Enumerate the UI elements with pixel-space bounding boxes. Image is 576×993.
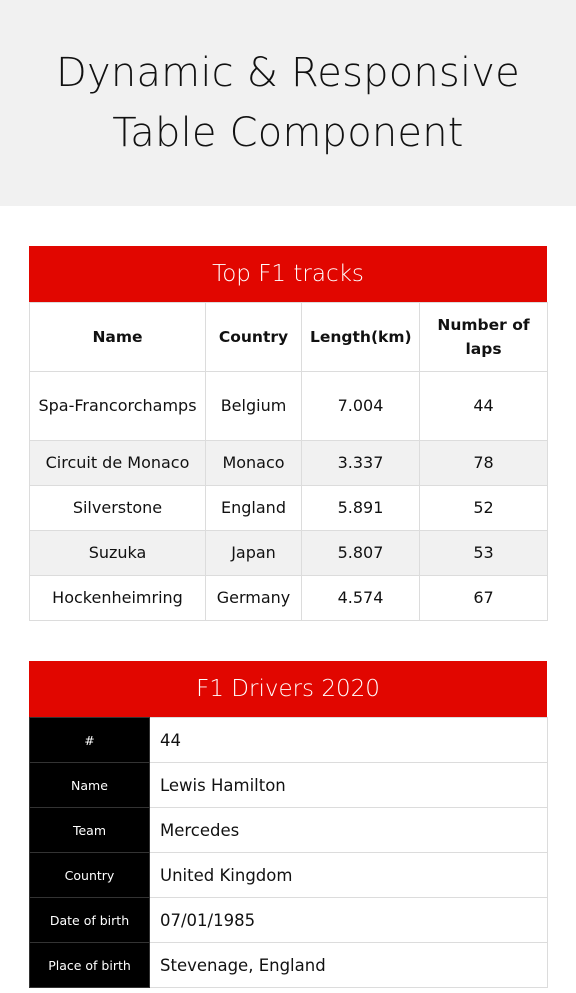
row-value-number: 44	[149, 717, 548, 763]
cell-laps: 53	[419, 530, 548, 576]
row-label-country: Country	[29, 852, 150, 898]
row-value-team: Mercedes	[149, 807, 548, 853]
table-row: Place of birth Stevenage, England	[29, 942, 548, 988]
cell-country: England	[205, 485, 302, 531]
page-title-line-2: Table Component	[112, 110, 464, 156]
cell-laps: 52	[419, 485, 548, 531]
table-row: Name Lewis Hamilton	[29, 762, 548, 808]
table-row: Circuit de Monaco Monaco 3.337 78	[29, 440, 548, 486]
cell-track-name: Spa-Francorchamps	[29, 371, 206, 441]
row-value-place-of-birth: Stevenage, England	[149, 942, 548, 988]
tracks-table-card: Top F1 tracks Name Country Length(km) Nu…	[29, 246, 548, 621]
drivers-table-caption: F1 Drivers 2020	[29, 661, 547, 717]
tracks-header-row: Name Country Length(km) Number of laps	[29, 302, 548, 372]
column-header-laps: Number of laps	[419, 302, 548, 372]
page-header: Dynamic & Responsive Table Component	[0, 0, 576, 206]
cell-laps: 78	[419, 440, 548, 486]
column-header-country: Country	[205, 302, 302, 372]
row-value-country: United Kingdom	[149, 852, 548, 898]
column-header-length: Length(km)	[301, 302, 420, 372]
table-row: Spa-Francorchamps Belgium 7.004 44	[29, 371, 548, 441]
row-value-name: Lewis Hamilton	[149, 762, 548, 808]
table-row: Silverstone England 5.891 52	[29, 485, 548, 531]
cell-track-name: Silverstone	[29, 485, 206, 531]
tracks-table: Name Country Length(km) Number of laps S…	[29, 302, 548, 621]
cell-country: Germany	[205, 575, 302, 621]
drivers-table: # 44 Name Lewis Hamilton Team Mercedes C…	[29, 717, 548, 988]
cell-country: Belgium	[205, 371, 302, 441]
row-label-date-of-birth: Date of birth	[29, 897, 150, 943]
page-title: Dynamic & Responsive Table Component	[16, 43, 560, 163]
cell-laps: 44	[419, 371, 548, 441]
cell-length: 4.574	[301, 575, 420, 621]
cell-track-name: Circuit de Monaco	[29, 440, 206, 486]
cell-track-name: Hockenheimring	[29, 575, 206, 621]
table-row: Suzuka Japan 5.807 53	[29, 530, 548, 576]
table-row: # 44	[29, 717, 548, 763]
row-label-number: #	[29, 717, 150, 763]
cell-length: 7.004	[301, 371, 420, 441]
drivers-table-card: F1 Drivers 2020 # 44 Name Lewis Hamilton…	[29, 661, 548, 988]
row-value-date-of-birth: 07/01/1985	[149, 897, 548, 943]
column-header-name: Name	[29, 302, 206, 372]
table-row: Date of birth 07/01/1985	[29, 897, 548, 943]
cell-laps: 67	[419, 575, 548, 621]
cell-length: 5.807	[301, 530, 420, 576]
cell-length: 5.891	[301, 485, 420, 531]
tracks-table-caption: Top F1 tracks	[29, 246, 547, 302]
cell-country: Monaco	[205, 440, 302, 486]
table-row: Country United Kingdom	[29, 852, 548, 898]
table-row: Team Mercedes	[29, 807, 548, 853]
row-label-name: Name	[29, 762, 150, 808]
table-row: Hockenheimring Germany 4.574 67	[29, 575, 548, 621]
cell-length: 3.337	[301, 440, 420, 486]
page-title-line-1: Dynamic & Responsive	[56, 50, 520, 96]
row-label-place-of-birth: Place of birth	[29, 942, 150, 988]
cell-country: Japan	[205, 530, 302, 576]
cell-track-name: Suzuka	[29, 530, 206, 576]
row-label-team: Team	[29, 807, 150, 853]
